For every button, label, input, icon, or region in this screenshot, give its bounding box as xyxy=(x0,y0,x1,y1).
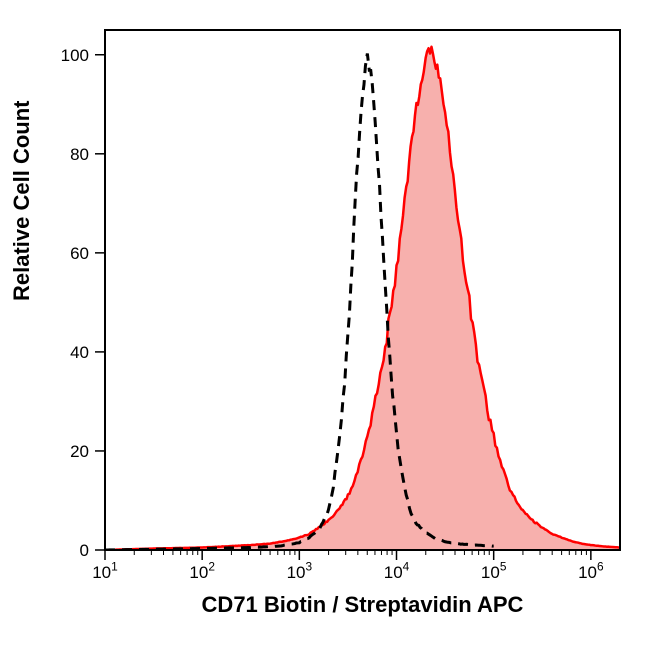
svg-text:80: 80 xyxy=(70,145,89,164)
x-axis-label: CD71 Biotin / Streptavidin APC xyxy=(105,592,620,618)
svg-text:20: 20 xyxy=(70,442,89,461)
svg-text:100: 100 xyxy=(61,46,89,65)
flow-cytometry-histogram: 0 20 40 60 80 100 101 102 103 104 105 106 Relative … xyxy=(0,0,650,645)
svg-text:103: 103 xyxy=(287,559,313,582)
svg-text:0: 0 xyxy=(80,541,89,560)
svg-text:105: 105 xyxy=(481,559,507,582)
svg-text:106: 106 xyxy=(578,559,604,582)
y-axis-label: Relative Cell Count xyxy=(9,281,35,301)
svg-text:104: 104 xyxy=(384,559,410,582)
svg-text:60: 60 xyxy=(70,244,89,263)
svg-text:102: 102 xyxy=(189,559,215,582)
svg-text:101: 101 xyxy=(92,559,118,582)
chart-svg: 0 20 40 60 80 100 101 102 103 104 105 106 xyxy=(0,0,650,645)
svg-text:40: 40 xyxy=(70,343,89,362)
